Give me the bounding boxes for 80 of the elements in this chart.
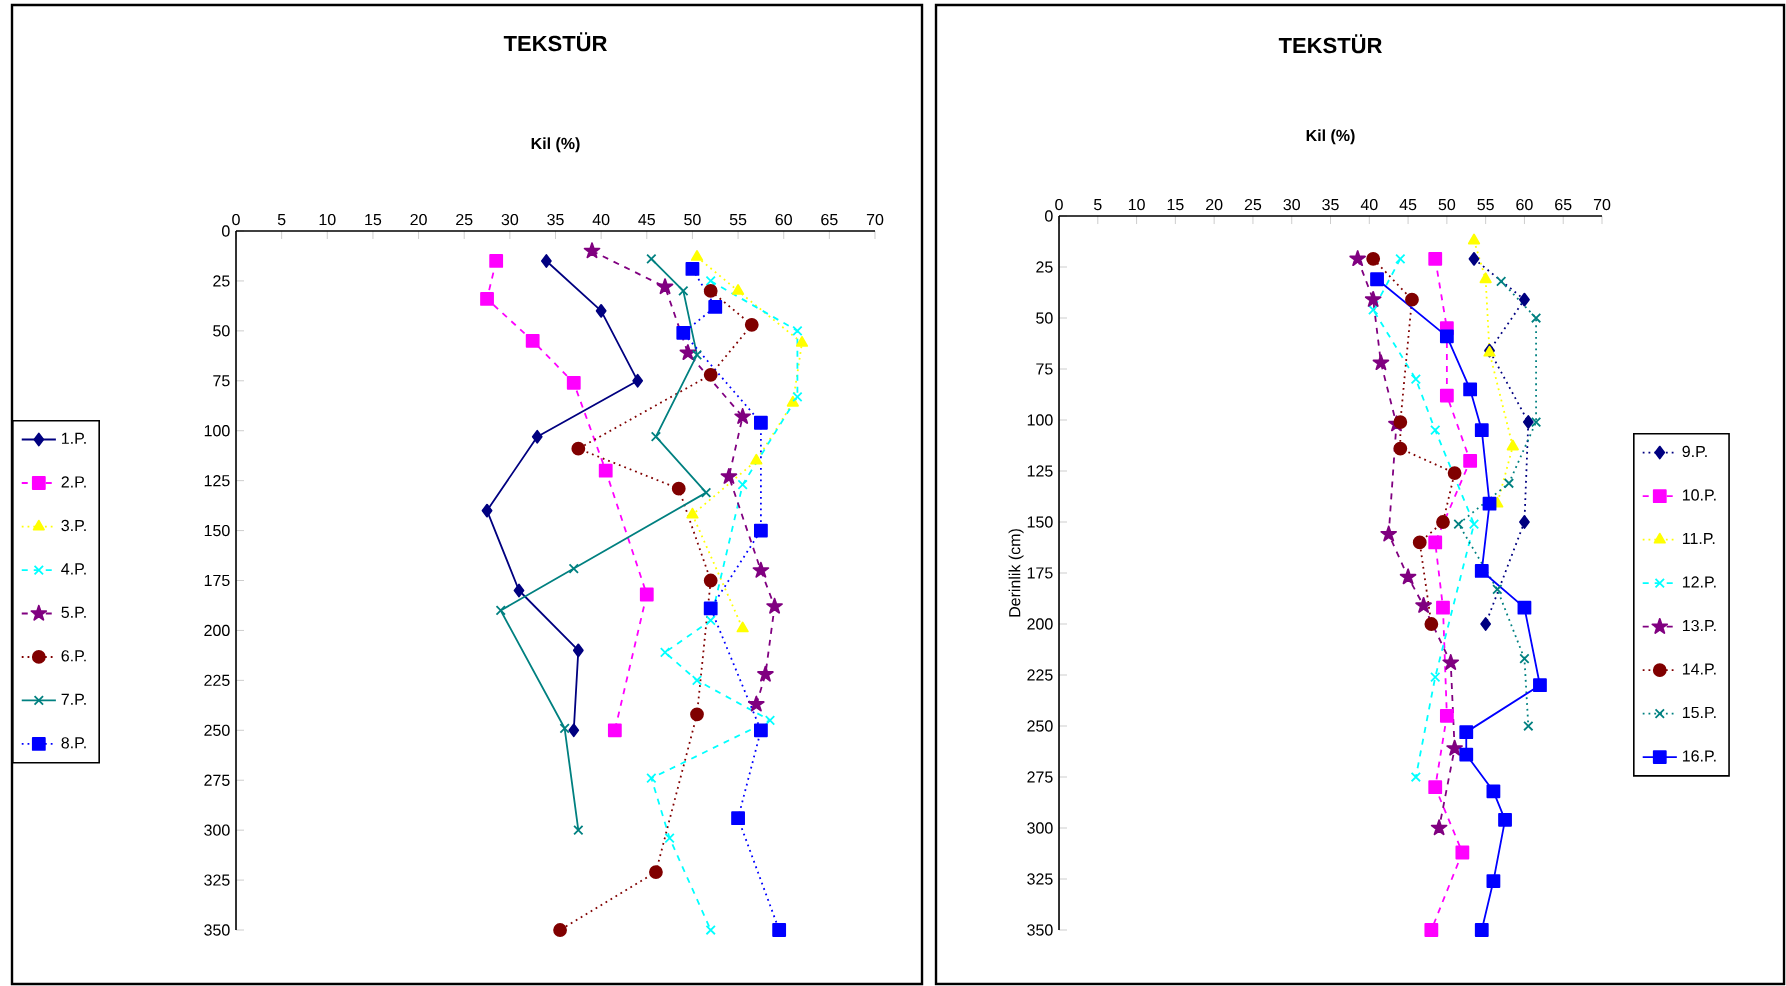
y-tick-label: 50 xyxy=(1036,312,1053,324)
y-tick-label: 275 xyxy=(204,774,230,786)
y-tick-label: 150 xyxy=(1027,516,1053,528)
chart-title: TEKSTÜR xyxy=(1278,34,1382,54)
legend-label: 8.P. xyxy=(61,737,86,749)
x-tick-label: 65 xyxy=(1555,198,1572,211)
x-tick-label: 0 xyxy=(1055,198,1063,211)
x-axis-title: Kil (%) xyxy=(531,137,580,153)
y-tick-label: 0 xyxy=(222,225,230,237)
x-tick-label: 70 xyxy=(1593,198,1611,211)
x-tick-label: 20 xyxy=(410,213,427,226)
legend-label: 10.P. xyxy=(1682,489,1716,501)
chart-title: TEKSTÜR xyxy=(503,32,607,52)
y-tick-label: 225 xyxy=(1027,669,1053,681)
y-tick-label: 25 xyxy=(213,275,230,287)
legend-label: 13.P. xyxy=(1682,619,1716,632)
legend-label: 5.P. xyxy=(61,606,86,618)
y-tick-label: 325 xyxy=(204,874,230,886)
legend-label: 4.P. xyxy=(61,563,86,575)
x-tick-label: 25 xyxy=(456,213,473,226)
x-tick-label: 35 xyxy=(1322,198,1339,211)
x-tick-label: 30 xyxy=(1283,198,1301,211)
x-tick-label: 40 xyxy=(592,213,610,226)
x-tick-label: 5 xyxy=(1093,199,1102,211)
legend-label: 2.P. xyxy=(61,476,86,488)
x-tick-label: 5 xyxy=(277,214,286,226)
x-tick-label: 45 xyxy=(1399,199,1417,211)
y-tick-label: 125 xyxy=(204,474,230,487)
legend-label: 16.P. xyxy=(1682,750,1716,762)
x-axis-title: Kil (%) xyxy=(1306,129,1355,145)
x-tick-label: 10 xyxy=(319,213,336,226)
x-tick-label: 50 xyxy=(1438,198,1456,211)
x-tick-label: 50 xyxy=(684,213,701,226)
legend-label: 3.P. xyxy=(61,519,86,532)
x-tick-label: 65 xyxy=(821,213,838,226)
x-tick-label: 35 xyxy=(547,213,564,226)
y-tick-label: 325 xyxy=(1027,873,1053,885)
y-tick-label: 125 xyxy=(1027,465,1053,477)
y-tick-label: 75 xyxy=(213,375,230,387)
legend-label: 1.P. xyxy=(62,432,86,444)
x-tick-label: 60 xyxy=(775,213,792,226)
y-tick-label: 25 xyxy=(1036,261,1053,273)
y-tick-label: 350 xyxy=(204,924,230,936)
x-tick-label: 0 xyxy=(232,213,240,226)
y-tick-label: 175 xyxy=(1027,567,1053,579)
x-tick-label: 40 xyxy=(1360,198,1378,211)
y-tick-label: 175 xyxy=(204,574,230,587)
legend-label: 14.P. xyxy=(1682,663,1716,675)
x-tick-label: 70 xyxy=(866,213,884,226)
y-tick-label: 225 xyxy=(204,674,230,687)
y-tick-label: 300 xyxy=(204,824,230,836)
y-tick-label: 50 xyxy=(213,325,230,337)
y-tick-label: 75 xyxy=(1036,363,1053,375)
y-axis-title: Derinlik (cm) xyxy=(1008,529,1024,617)
legend-label: 6.P. xyxy=(61,650,86,662)
x-tick-label: 20 xyxy=(1206,198,1223,211)
y-tick-label: 200 xyxy=(1027,618,1053,630)
x-tick-label: 60 xyxy=(1516,198,1533,211)
y-tick-label: 100 xyxy=(1027,414,1053,426)
y-tick-label: 275 xyxy=(1027,771,1053,783)
x-tick-label: 15 xyxy=(365,214,382,226)
y-tick-label: 300 xyxy=(1027,822,1053,834)
y-tick-label: 200 xyxy=(204,624,230,637)
legend-label: 9.P. xyxy=(1682,445,1707,458)
x-tick-label: 30 xyxy=(501,213,519,226)
x-tick-label: 15 xyxy=(1167,199,1184,211)
y-tick-label: 250 xyxy=(204,724,230,736)
legend-label: 12.P. xyxy=(1682,576,1716,588)
x-tick-label: 55 xyxy=(729,214,747,226)
legend-label: 15.P. xyxy=(1682,706,1716,719)
legend-label: 7.P. xyxy=(61,693,86,705)
x-tick-label: 55 xyxy=(1477,199,1494,211)
legend-label: 11.P. xyxy=(1682,532,1715,544)
x-tick-label: 45 xyxy=(638,214,656,226)
y-tick-label: 250 xyxy=(1027,720,1053,732)
y-tick-label: 350 xyxy=(1027,924,1053,936)
x-tick-label: 10 xyxy=(1128,198,1145,211)
y-tick-label: 150 xyxy=(204,524,230,537)
x-tick-label: 25 xyxy=(1244,198,1262,211)
y-tick-label: 100 xyxy=(204,425,230,437)
